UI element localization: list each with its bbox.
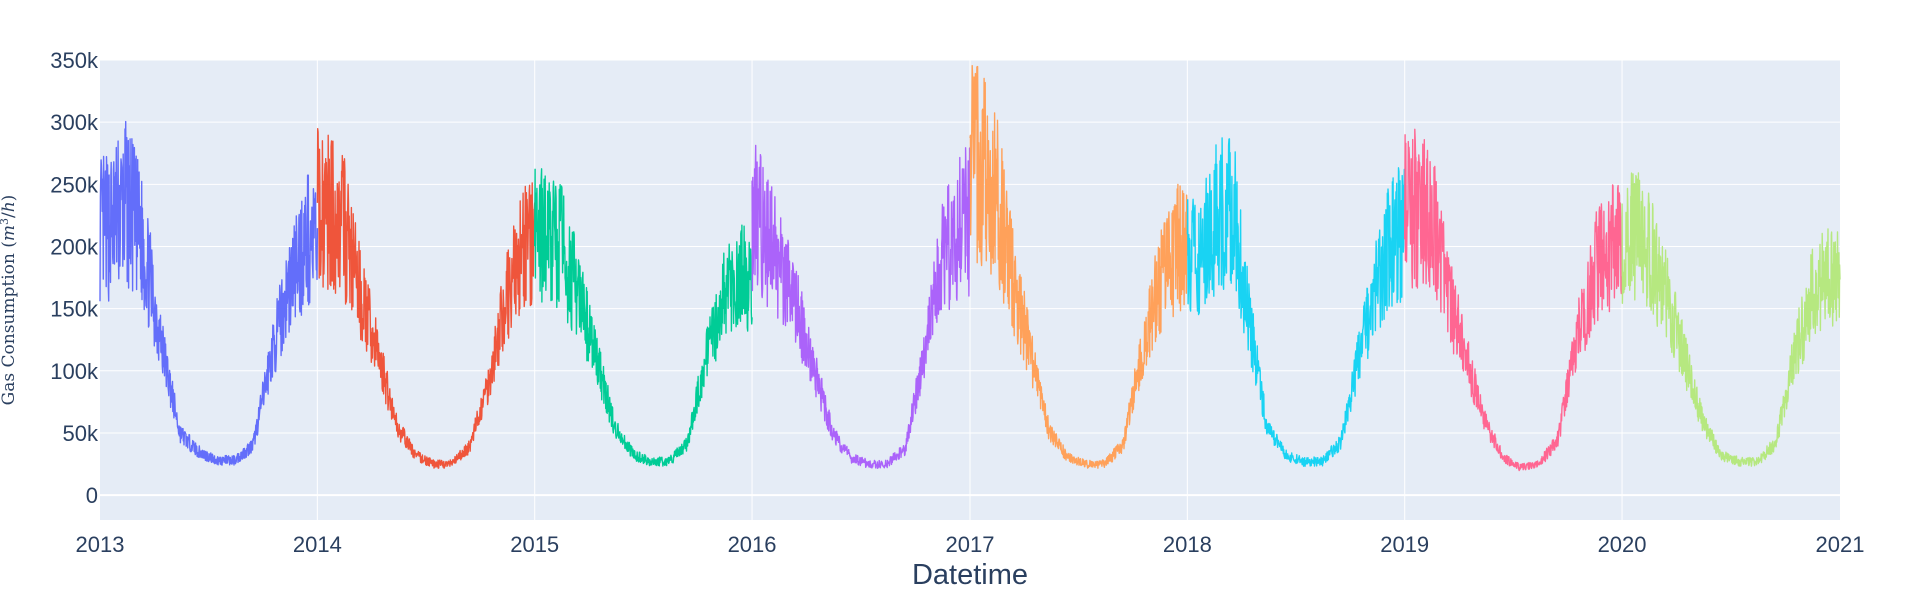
y-tick-label: 200k xyxy=(50,234,99,259)
y-axis-title-slash: / xyxy=(0,212,19,218)
x-tick-label: 2017 xyxy=(946,532,995,557)
y-tick-label: 100k xyxy=(50,359,99,384)
y-tick-labels: 0 50k 100k 150k 200k 250k 300k 350k xyxy=(50,48,99,508)
x-tick-label: 2019 xyxy=(1380,532,1429,557)
y-axis-title-var-m: m xyxy=(0,225,19,241)
y-gridlines xyxy=(100,59,1840,497)
y-axis-title: Gas Consumption (m3/h) xyxy=(0,195,19,406)
y-axis-title-sup: 3 xyxy=(0,218,11,225)
y-tick-label: 50k xyxy=(63,421,99,446)
y-axis-title-prefix: Gas Consumption ( xyxy=(0,241,19,405)
x-tick-label: 2020 xyxy=(1598,532,1647,557)
y-tick-label: 0 xyxy=(86,483,98,508)
x-tick-label: 2013 xyxy=(76,532,125,557)
y-tick-label: 150k xyxy=(50,297,99,322)
series-line-2017 xyxy=(969,65,1189,469)
series-line-2018 xyxy=(1186,137,1406,467)
y-tick-label: 300k xyxy=(50,110,99,135)
y-tick-label: 250k xyxy=(50,172,99,197)
y-axis-title-suffix: ) xyxy=(0,195,19,202)
series-line-2013 xyxy=(99,120,319,466)
x-axis-title: Datetime xyxy=(912,559,1028,591)
series-layer xyxy=(99,65,1841,472)
y-axis-title-var-h: h xyxy=(0,201,19,212)
x-tick-label: 2014 xyxy=(293,532,342,557)
series-line-2019 xyxy=(1404,128,1623,472)
x-tick-labels: 2013 2014 2015 2016 2017 2018 2019 2020 2021 xyxy=(76,532,1865,557)
series-line-2020 xyxy=(1621,172,1841,467)
x-tick-label: 2015 xyxy=(510,532,559,557)
x-tick-label: 2021 xyxy=(1816,532,1865,557)
y-tick-label: 350k xyxy=(50,48,99,73)
series-line-2016 xyxy=(751,144,971,469)
x-tick-label: 2016 xyxy=(728,532,777,557)
x-tick-label: 2018 xyxy=(1163,532,1212,557)
series-line-2014 xyxy=(316,127,536,469)
series-line-2015 xyxy=(534,168,753,467)
